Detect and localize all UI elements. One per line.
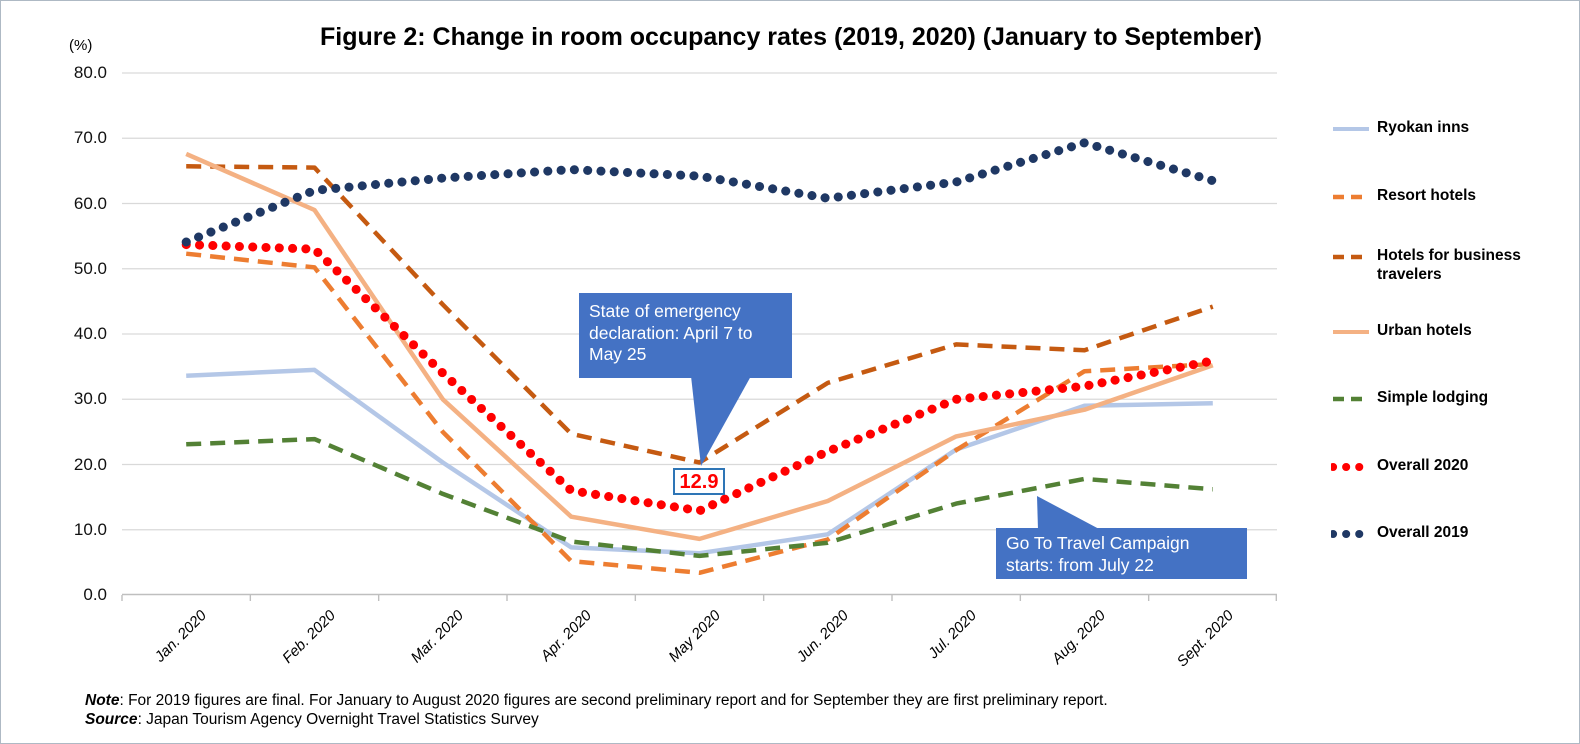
legend-swatch-icon [1331,463,1371,471]
legend-swatch-icon [1333,330,1369,334]
legend-item-simple-lodging: Simple lodging [1331,388,1536,407]
y-tick-20.0: 20.0 [73,454,107,474]
annotation-pointer-go-to-travel [1037,496,1101,530]
legend-label: Resort hotels [1377,187,1477,204]
legend-item-overall-2019: Overall 2019 [1331,523,1536,542]
annotation-go-to-travel: Go To Travel Campaign starts: from July … [996,528,1247,579]
plot-area: State of emergency declaration: April 7 … [121,72,1278,670]
chart-footnotes: Note: For 2019 figures are final. For Ja… [85,691,1485,729]
legend-item-ryokan-inns: Ryokan inns [1331,118,1536,137]
legend-item-urban-hotels: Urban hotels [1331,321,1536,340]
legend-item-hotels-for-business-travelers: Hotels for business travelers [1331,246,1536,284]
y-tick-10.0: 10.0 [73,519,107,539]
y-tick-50.0: 50.0 [73,258,107,278]
source-text: : Japan Tourism Agency Overnight Travel … [137,711,539,728]
annotation-state-of-emergency: State of emergency declaration: April 7 … [579,293,792,378]
y-tick-60.0: 60.0 [73,193,107,213]
legend-swatch-icon [1333,127,1369,131]
note-label: Note [85,692,120,709]
y-tick-30.0: 30.0 [73,389,107,409]
source-label: Source [85,711,138,728]
legend-swatch-icon [1333,254,1369,260]
annotation-pointer-emergency [691,376,751,466]
y-tick-0.0: 0.0 [83,585,107,604]
line-chart-canvas [121,72,1278,601]
legend-swatch-icon [1331,530,1371,538]
note-line: Note: For 2019 figures are final. For Ja… [85,691,1485,710]
legend-label: Overall 2020 [1377,457,1469,474]
y-axis-unit-label: (%) [69,37,93,54]
legend-label: Urban hotels [1377,322,1472,339]
legend-swatch-icon [1333,396,1369,402]
y-tick-80.0: 80.0 [73,63,107,82]
note-text: : For 2019 figures are final. For Januar… [119,692,1108,709]
series-hotels-for-business-travelers [186,164,1214,465]
legend-item-resort-hotels: Resort hotels [1331,186,1536,205]
data-label-overall-2020-may: 12.9 [673,468,725,495]
y-tick-70.0: 70.0 [73,128,107,148]
y-tick-40.0: 40.0 [73,324,107,343]
legend-item-overall-2020: Overall 2020 [1331,456,1536,475]
legend-label: Overall 2019 [1377,524,1469,541]
series-overall-2019 [181,138,1218,247]
legend-swatch-icon [1333,194,1369,200]
series-urban-hotels [185,151,1214,542]
legend-label: Ryokan inns [1377,119,1470,136]
series-resort-hotels [185,251,1213,576]
source-line: Source: Japan Tourism Agency Overnight T… [85,710,1485,729]
series-overall-2020 [181,240,1218,516]
legend-label: Hotels for business travelers [1377,247,1521,283]
legend-label: Simple lodging [1377,389,1489,406]
chart-title: Figure 2: Change in room occupancy rates… [320,23,1262,51]
series-simple-lodging [186,436,1213,559]
